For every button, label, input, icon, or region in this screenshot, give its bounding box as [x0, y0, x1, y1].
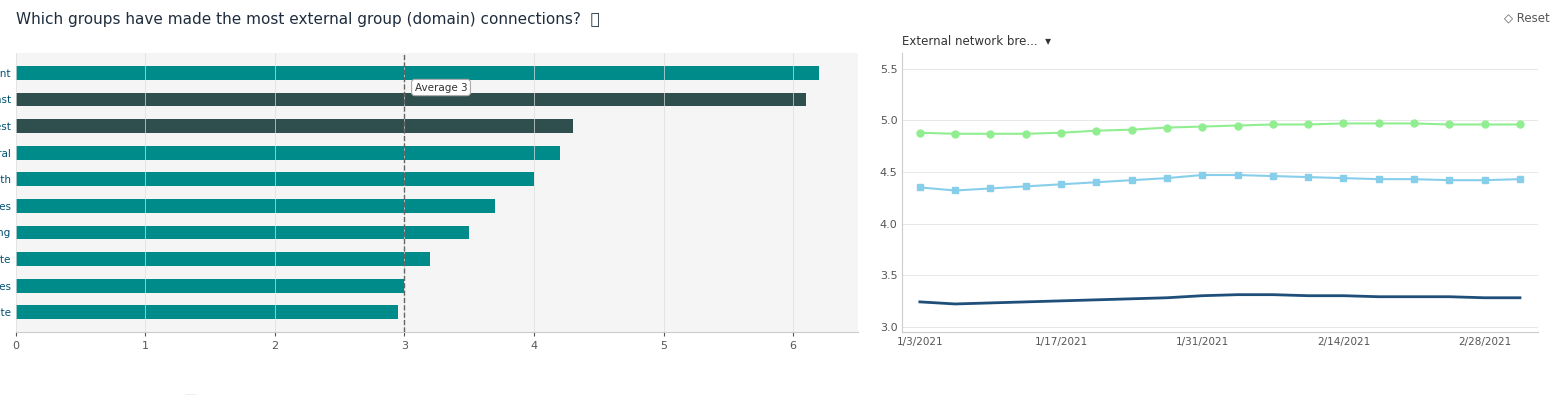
Bar	[16, 252, 431, 266]
Bar	[16, 92, 805, 106]
Text: Which groups have made the most external group (domain) connections?  ⓘ: Which groups have made the most external…	[16, 12, 599, 27]
Text: ◇ Reset: ◇ Reset	[1505, 12, 1550, 25]
Bar	[16, 66, 820, 80]
Bar	[16, 199, 495, 213]
Bar	[16, 305, 398, 319]
Text: Average 3: Average 3	[415, 83, 467, 92]
Bar	[16, 226, 470, 239]
Bar	[16, 172, 534, 186]
Bar	[16, 146, 560, 160]
Bar	[16, 279, 404, 293]
Text: External network bre...  ▾: External network bre... ▾	[902, 35, 1051, 48]
Bar	[16, 119, 573, 133]
